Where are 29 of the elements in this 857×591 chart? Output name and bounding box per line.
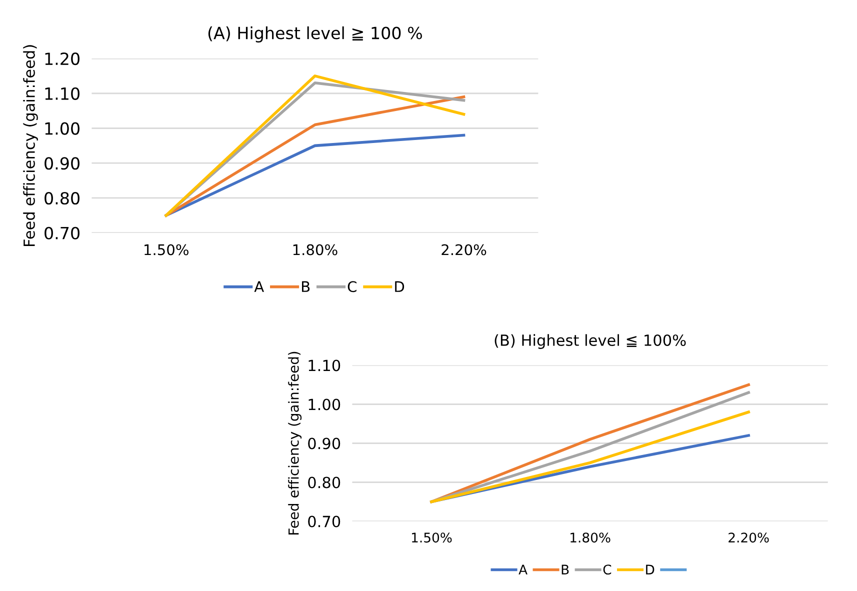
- y-tick-label: 1.10: [308, 360, 340, 372]
- legend-label: A: [518, 564, 528, 574]
- y-tick-label: 0.70: [308, 516, 340, 528]
- legend-label: B: [562, 564, 569, 574]
- legend-label: C: [603, 564, 612, 575]
- x-tick-label: 2.20%: [728, 532, 769, 543]
- legend-label: B: [302, 281, 310, 292]
- y-tick-label: 0.90: [308, 438, 340, 450]
- y-tick-label: 0.90: [44, 157, 80, 170]
- y-tick-label: 1.00: [45, 122, 80, 135]
- x-tick-label: 1.80%: [293, 244, 338, 256]
- chart-title: (A) Highest level ≧ 100 %: [208, 26, 422, 43]
- y-tick-label: 1.20: [45, 52, 80, 66]
- x-tick-label: 1.80%: [570, 532, 610, 543]
- x-tick-label: 2.20%: [442, 244, 486, 256]
- y-tick-label: 1.10: [45, 87, 80, 100]
- legend-label: D: [646, 564, 654, 574]
- x-tick-label: 1.50%: [144, 244, 188, 256]
- y-tick-label: 0.80: [44, 192, 80, 205]
- y-tick-label: 0.80: [308, 476, 340, 488]
- y-axis-title: Feed efficiency (gain:feed): [288, 352, 302, 534]
- legend-label: D: [395, 281, 404, 292]
- y-axis-title: Feed efficiency (gain:feed): [23, 45, 38, 246]
- legend-label: C: [348, 281, 356, 292]
- legend-label: A: [254, 281, 264, 292]
- chart-title: (B) Highest level ≦ 100%: [494, 334, 686, 349]
- y-tick-label: 1.00: [308, 398, 340, 410]
- x-tick-label: 1.50%: [412, 532, 452, 543]
- y-tick-label: 0.70: [44, 226, 80, 240]
